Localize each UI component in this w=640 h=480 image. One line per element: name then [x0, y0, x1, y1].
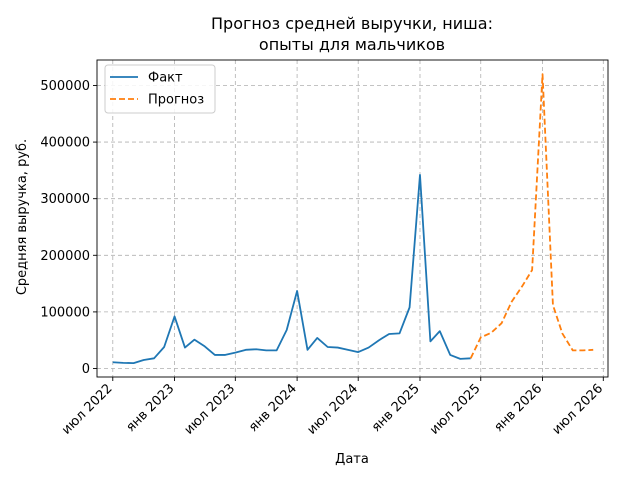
x-tick-label: июл 2025 [427, 381, 484, 438]
y-tick-label: 500000 [40, 79, 90, 94]
y-axis-label: Средняя выручка, руб. [15, 139, 30, 295]
x-axis: июл 2022 янв 2023 июл 2023 янв 2024 июл 2024… [59, 377, 606, 438]
series-layer [112, 73, 594, 365]
title-line-2: опыты для мальчиков [259, 35, 445, 54]
plot-frame [96, 59, 609, 378]
x-tick-label: янв 2026 [491, 381, 545, 435]
x-tick-label: янв 2025 [369, 381, 423, 435]
x-tick-label: июл 2024 [305, 381, 362, 438]
y-tick-label: 0 [82, 362, 90, 377]
legend-label: Факт [148, 71, 183, 86]
y-tick-label: 100000 [40, 305, 90, 320]
legend-label: Прогноз [148, 93, 204, 108]
legend: Факт Прогноз [104, 64, 216, 114]
grid [97, 60, 608, 377]
y-tick-label: 200000 [40, 249, 90, 264]
series-line-fact [112, 174, 471, 365]
y-axis: 0 100000 200000 300000 400000 500000 [40, 79, 97, 377]
x-tick-label: июл 2023 [182, 381, 239, 438]
x-axis-label: Дата [335, 452, 369, 467]
x-tick-label: июл 2022 [59, 381, 116, 438]
x-tick-label: июл 2026 [550, 381, 607, 438]
title-line-1: Прогноз средней выручки, ниша: [211, 14, 493, 33]
x-tick-label: янв 2024 [246, 381, 300, 435]
y-tick-label: 400000 [40, 136, 90, 151]
series-line-forecast [469, 73, 594, 359]
chart-title: Прогноз средней выручки, ниша: опыты для… [211, 14, 493, 54]
y-tick-label: 300000 [40, 192, 90, 207]
x-tick-label: янв 2023 [124, 381, 178, 435]
